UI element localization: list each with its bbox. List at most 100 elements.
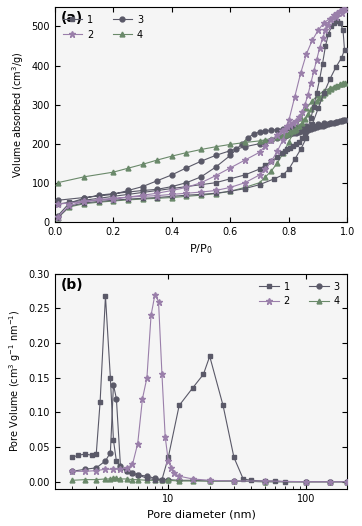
1 <box>55 201 60 207</box>
1 <box>76 452 80 459</box>
4 <box>340 81 344 87</box>
3 <box>145 473 149 479</box>
4 <box>170 153 174 159</box>
1 <box>335 17 339 24</box>
1 <box>90 452 94 459</box>
2 <box>140 396 145 402</box>
2 <box>232 478 236 484</box>
4 <box>342 80 347 86</box>
4 <box>55 215 60 221</box>
3 <box>153 475 157 481</box>
1 <box>130 470 135 477</box>
Line: 4: 4 <box>55 80 347 220</box>
3 <box>126 187 130 194</box>
1 <box>153 477 157 483</box>
1 <box>309 115 313 122</box>
2 <box>340 9 344 16</box>
Line: 1: 1 <box>70 294 350 484</box>
1 <box>190 385 195 391</box>
1 <box>145 475 149 481</box>
2 <box>345 479 350 485</box>
4 <box>232 478 236 484</box>
3 <box>160 477 164 483</box>
1 <box>328 479 332 485</box>
3 <box>82 195 86 201</box>
2 <box>135 440 140 447</box>
Line: 2: 2 <box>69 291 350 485</box>
2 <box>94 468 98 474</box>
Line: 3: 3 <box>55 118 347 218</box>
Line: 1: 1 <box>55 18 347 220</box>
4 <box>83 477 88 483</box>
2 <box>315 56 319 63</box>
4 <box>135 477 140 483</box>
1 <box>201 371 206 378</box>
1 <box>98 399 102 405</box>
Line: 3: 3 <box>70 382 350 484</box>
4 <box>315 97 319 104</box>
1 <box>249 477 253 483</box>
1 <box>341 27 345 34</box>
2 <box>118 466 123 472</box>
2 <box>145 375 149 381</box>
3 <box>342 117 347 124</box>
Y-axis label: Pore Volume (cm$^3$ g$^{-1}$ nm$^{-1}$): Pore Volume (cm$^3$ g$^{-1}$ nm$^{-1}$) <box>7 310 23 452</box>
1 <box>94 451 98 457</box>
2 <box>304 479 308 485</box>
1 <box>83 451 88 457</box>
3 <box>207 478 212 484</box>
3 <box>55 213 60 219</box>
1 <box>306 125 310 131</box>
2 <box>55 214 60 220</box>
1 <box>272 176 277 182</box>
2 <box>169 464 173 471</box>
4 <box>125 476 129 482</box>
4 <box>108 476 113 482</box>
3 <box>328 479 332 485</box>
3 <box>70 468 74 474</box>
3 <box>125 468 129 474</box>
4 <box>94 477 98 483</box>
3 <box>130 470 135 477</box>
2 <box>149 312 153 319</box>
4 <box>145 477 149 483</box>
3 <box>83 466 88 472</box>
Legend: 1, 2, 3, 4: 1, 2, 3, 4 <box>60 12 146 43</box>
1 <box>55 215 60 221</box>
3 <box>275 126 279 133</box>
1 <box>273 478 278 484</box>
4 <box>114 475 118 481</box>
1 <box>262 478 267 484</box>
4 <box>55 179 60 186</box>
2 <box>342 6 347 12</box>
2 <box>262 478 267 484</box>
3 <box>94 464 98 471</box>
4 <box>269 168 274 174</box>
2 <box>207 477 212 483</box>
1 <box>241 476 245 482</box>
1 <box>114 458 118 464</box>
2 <box>83 468 88 474</box>
2 <box>269 158 274 164</box>
4 <box>153 477 157 483</box>
2 <box>103 466 108 472</box>
4 <box>160 477 164 483</box>
Legend: 1, 2, 3, 4: 1, 2, 3, 4 <box>256 279 342 309</box>
2 <box>328 479 332 485</box>
3 <box>335 118 339 125</box>
2 <box>70 468 74 474</box>
1 <box>125 468 129 474</box>
1 <box>345 479 350 485</box>
1 <box>135 472 140 478</box>
2 <box>130 461 135 468</box>
4 <box>328 479 332 485</box>
3 <box>55 197 60 204</box>
2 <box>163 433 167 440</box>
1 <box>221 402 225 409</box>
2 <box>166 458 171 464</box>
4 <box>304 479 308 485</box>
3 <box>312 125 316 131</box>
Line: 2: 2 <box>55 6 348 220</box>
3 <box>135 472 140 478</box>
2 <box>160 371 164 378</box>
